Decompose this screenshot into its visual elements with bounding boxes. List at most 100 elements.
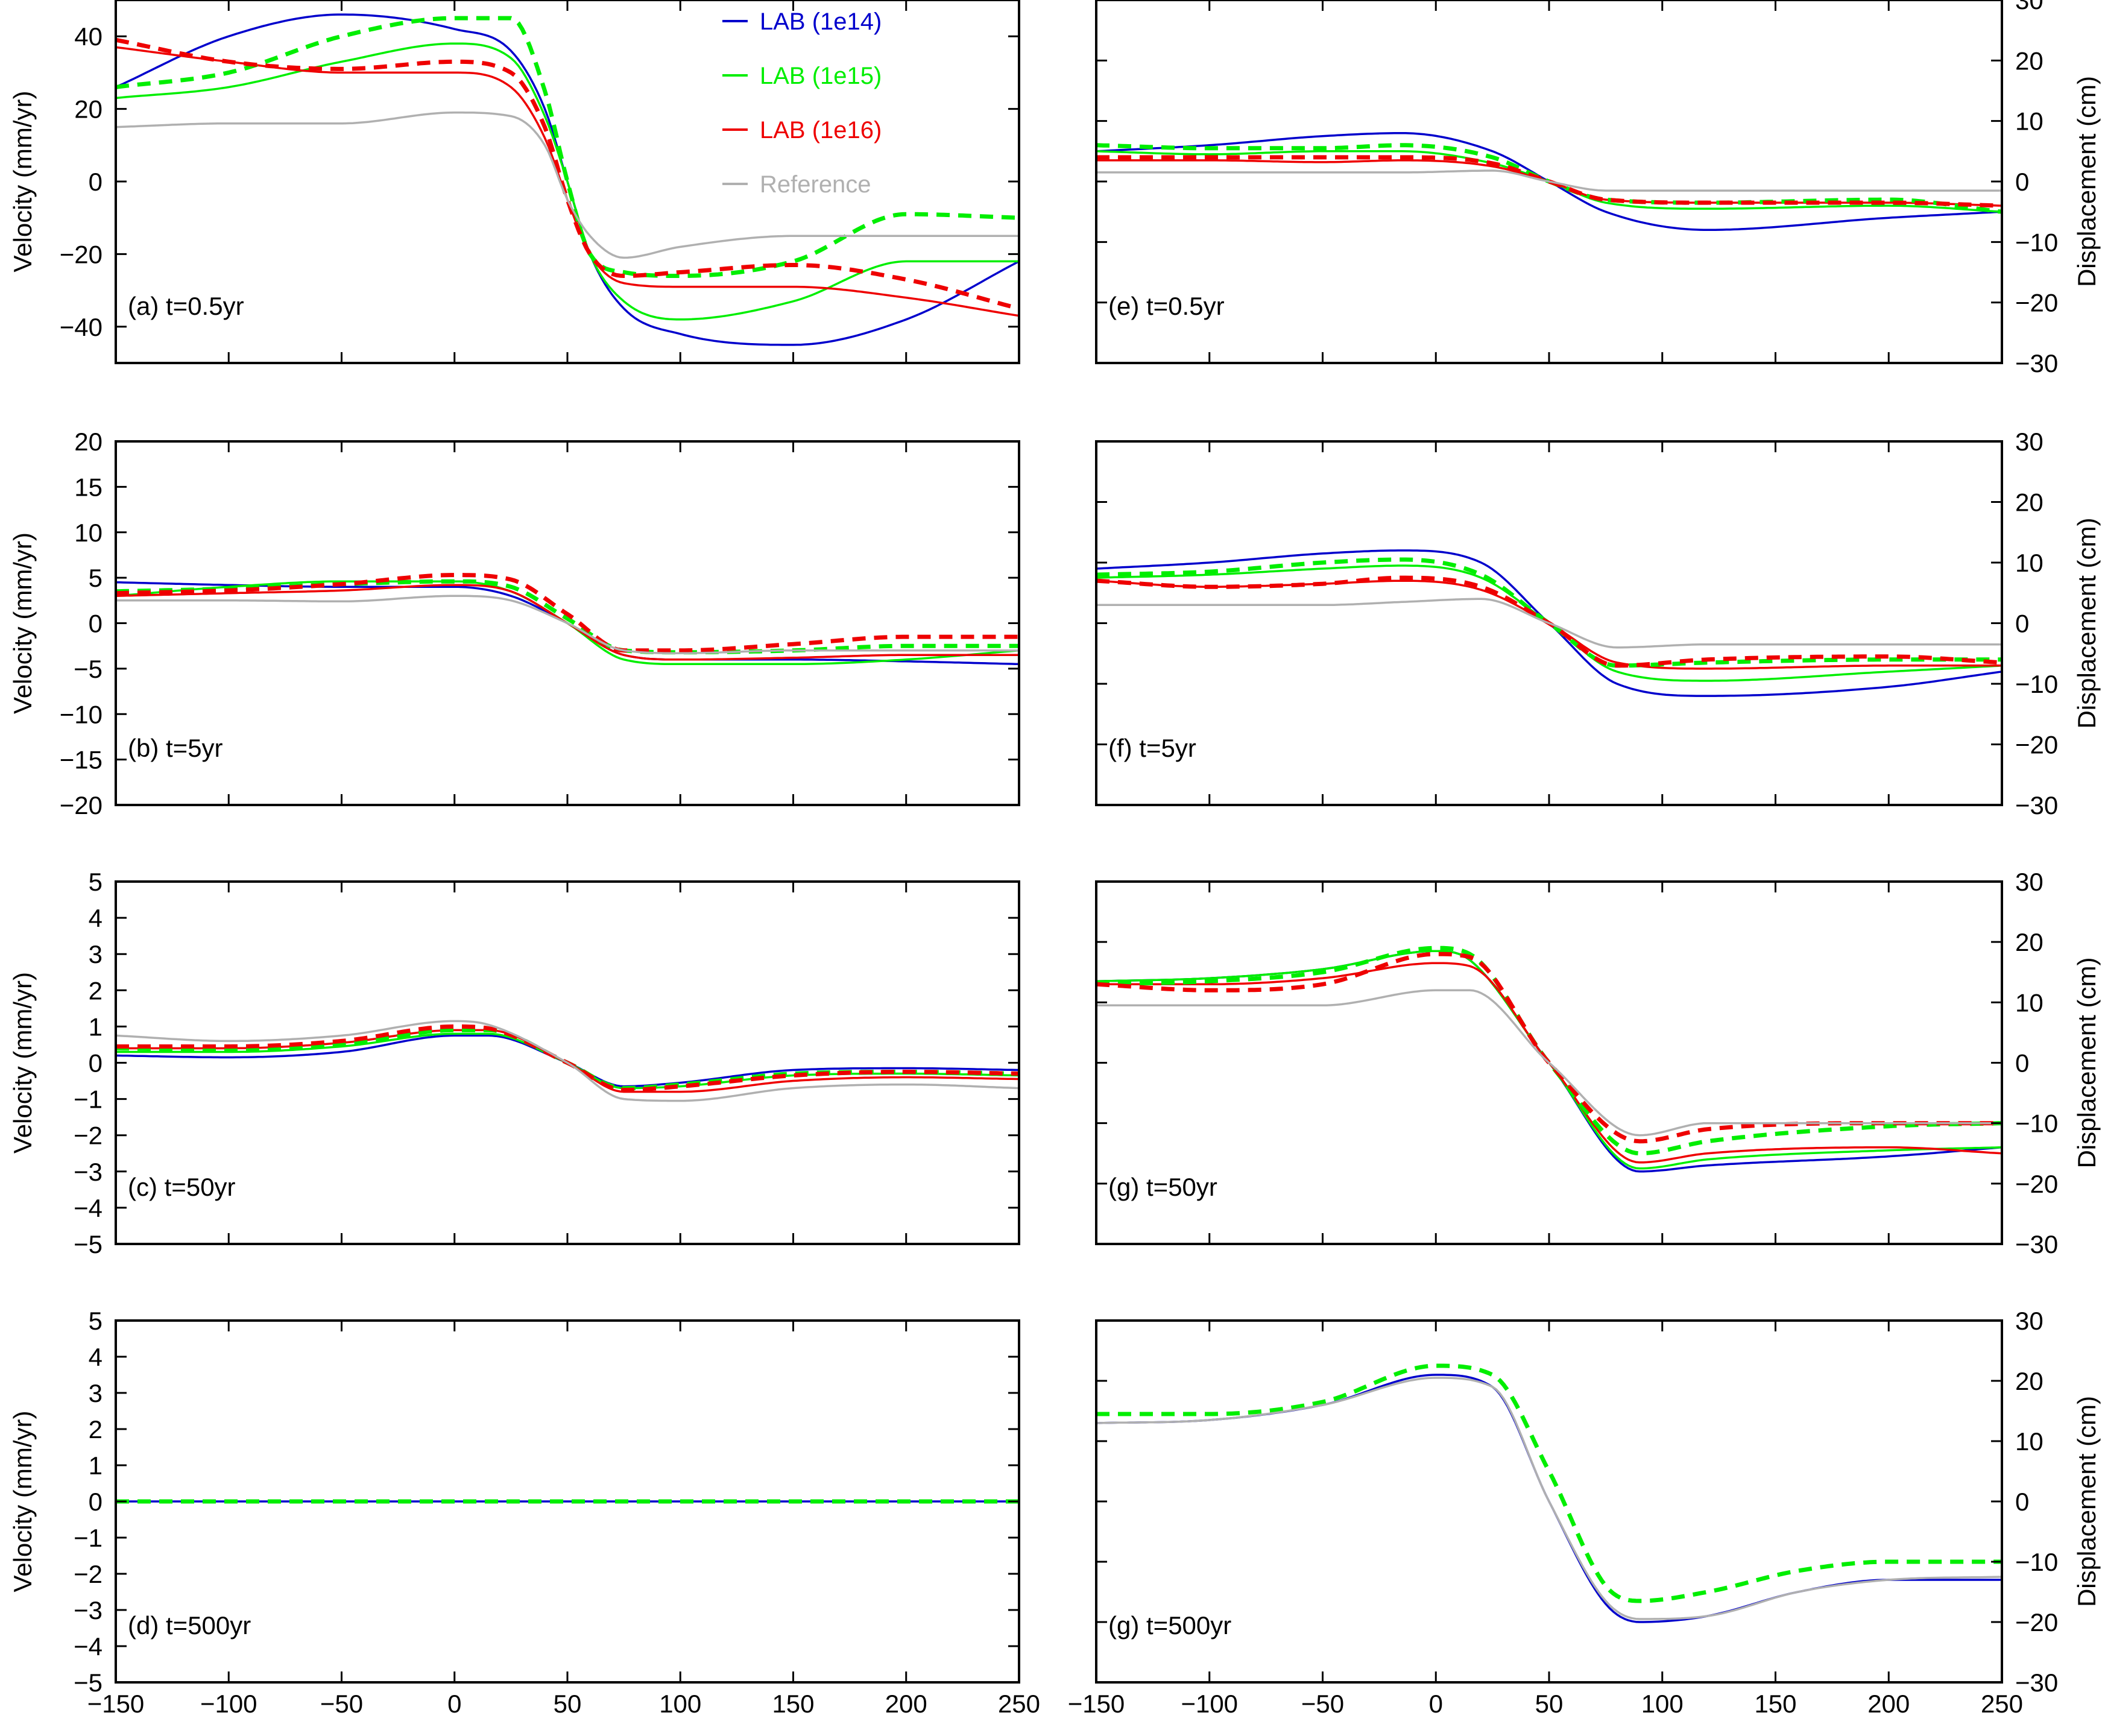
series-group [1096,945,2002,1173]
y-tick-label: 0 [2015,610,2029,638]
series-line-ee0000-dashed [116,37,1019,311]
series-line-00ee00-dashed [116,579,1019,655]
series-group [1096,549,2002,697]
y-tick-label: 2 [89,1415,103,1444]
y-tick-label: 20 [2015,46,2044,75]
y-tick-label: −40 [60,313,103,341]
y-tick-label: 10 [2015,107,2044,136]
y-tick-label: 20 [2015,488,2044,517]
series-line-lab-1e15 [116,42,1019,321]
y-tick-label: −5 [74,655,103,683]
series-line-00ee00-dashed [1096,1363,2002,1603]
y-tick-label: −30 [2015,1668,2058,1697]
y-axis-label: Velocity (mm/yr) [8,972,37,1154]
legend-label: LAB (1e15) [760,63,882,89]
y-tick-label: 20 [2015,928,2044,956]
y-tick-label: 10 [2015,988,2044,1017]
y-tick-label: −20 [2015,1608,2058,1637]
series-line-00ee00-dashed [1096,945,2002,1156]
y-tick-label: 4 [89,904,103,932]
y-tick-label: −20 [2015,289,2058,317]
panel-b: −20 −15 −10 −5 0 5 10 15 20 Velocity (mm/yr) (b) t… [8,428,1020,819]
x-tick-label: −50 [320,1690,363,1718]
series-group [1096,131,2002,232]
x-tick-label: 250 [998,1690,1040,1718]
panel-a: −40 −20 0 20 40 Velocity (mm/yr) (a) t=0.5yr [8,0,1020,364]
series-line-reference [116,1020,1019,1102]
y-tick-label: −4 [74,1632,103,1661]
y-tick-label: 3 [89,1379,103,1407]
y-tick-label: 1 [89,1451,103,1480]
y-tick-label: 30 [2015,428,2044,456]
y-axis-label: Displacement (cm) [2072,1396,2101,1607]
y-tick-label: 10 [2015,1427,2044,1456]
y-axis-label: Displacement (cm) [2072,76,2101,287]
series-line-reference [1096,169,2002,192]
series-line-00ee00-dashed [116,16,1019,278]
y-tick-label: 30 [2015,868,2044,896]
y-tick-label: −2 [74,1122,103,1150]
y-tick-label: 0 [89,1488,103,1516]
y-tick-label: −10 [2015,1548,2058,1576]
series-group [116,13,1019,346]
y-tick-label: 4 [89,1343,103,1371]
y-tick-label: 10 [74,519,103,547]
panel-g: −30 −20 −10 0 10 20 30 Displacement (cm) (g) t=5… [1095,868,2101,1258]
legend: LAB (1e14) LAB (1e15) LAB (1e16) Reference [722,8,882,198]
y-tick-label: −20 [60,791,103,819]
y-tick-label: 0 [2015,1049,2029,1078]
y-tick-label: 5 [89,868,103,896]
legend-item-lab-1e14: LAB (1e14) [722,8,882,35]
x-tick-label: 0 [1429,1690,1443,1718]
legend-item-reference: Reference [722,171,871,198]
series-line-reference [1096,598,2002,649]
panel-f: −30 −20 −10 0 10 20 30 Displacement (cm) (f) t=5… [1095,428,2101,819]
y-axis-label: Velocity (mm/yr) [8,1410,37,1592]
series-line-00ee00-dashed [1096,557,2002,668]
series-line-ee0000-dashed [116,573,1019,653]
panel-annotation: (d) t=500yr [128,1611,251,1640]
series-line-reference [116,111,1019,259]
y-tick-label: −30 [2015,791,2058,819]
legend-label: Reference [760,171,871,198]
series-group [116,573,1019,666]
y-tick-label: 0 [89,168,103,196]
y-tick-label: −5 [74,1668,103,1697]
y-tick-label: 2 [89,976,103,1005]
y-axis-label: Velocity (mm/yr) [8,90,37,272]
legend-item-lab-1e15: LAB (1e15) [722,63,882,89]
x-tick-label: 200 [885,1690,927,1718]
panel-annotation: (e) t=0.5yr [1108,292,1225,320]
y-tick-label: −10 [2015,1109,2058,1138]
panel-annotation: (g) t=50yr [1108,1173,1217,1201]
y-tick-label: −1 [74,1085,103,1114]
series-line-reference [1096,1377,2002,1620]
series-group [1096,1363,2002,1623]
y-tick-label: 0 [2015,1488,2029,1516]
y-tick-label: 5 [89,1307,103,1335]
panel-annotation: (f) t=5yr [1108,734,1196,762]
y-axis-label: Displacement (cm) [2072,957,2101,1168]
series-line-reference [116,595,1019,654]
x-tick-label: 250 [1981,1690,2023,1718]
y-tick-label: 20 [2015,1367,2044,1395]
y-tick-label: −20 [2015,1170,2058,1198]
panel-d: −150 −100 −50 0 50 100 150 200 250 −5 −4 −3 −2 −1 0 1 2 3… [8,1307,1040,1718]
panel-annotation: (a) t=0.5yr [128,292,244,320]
y-tick-label: −5 [74,1230,103,1258]
y-tick-label: 20 [74,95,103,124]
y-tick-label: 0 [89,610,103,638]
x-tick-label: 150 [1754,1690,1796,1718]
x-tick-label: −100 [200,1690,257,1718]
panel-annotation: (g) t=500yr [1108,1611,1231,1640]
y-tick-label: −4 [74,1194,103,1222]
panel-e: −30 −20 −10 0 10 20 30 Displacement (cm) (e) t=0… [1095,0,2101,377]
y-tick-label: −10 [2015,670,2058,698]
y-tick-label: −15 [60,746,103,774]
y-tick-label: 15 [74,473,103,501]
y-tick-label: −3 [74,1158,103,1186]
y-tick-label: −3 [74,1596,103,1624]
